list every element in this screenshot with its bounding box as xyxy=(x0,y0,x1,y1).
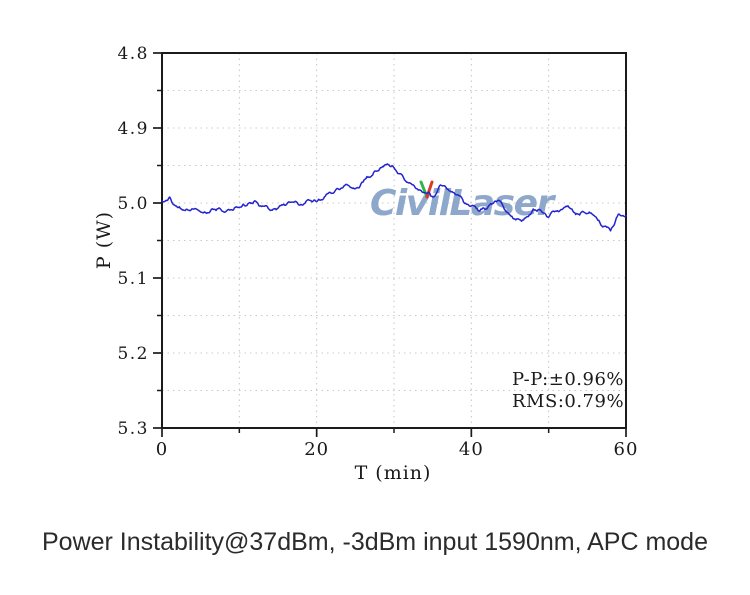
y-tick-label: 4.8 xyxy=(117,44,149,64)
power-stability-chart: 5.3 5.2 5.1 5.0 4.9 4.8 0 20 40 60 CivilLaser P (… xyxy=(93,44,639,484)
x-axis-title: T (min) xyxy=(355,462,432,484)
check-green-stroke xyxy=(419,180,429,199)
x-tick-label: 40 xyxy=(459,439,484,460)
x-tick-label: 60 xyxy=(614,439,639,460)
check-red-stroke xyxy=(425,180,434,199)
plot-frame xyxy=(161,52,627,429)
annotation-pp: P-P:±0.96% xyxy=(512,369,624,390)
power-series-line xyxy=(161,163,627,232)
figure-caption: Power Instability@37dBm, -3dBm input 159… xyxy=(42,528,708,556)
y-axis-title: P (W) xyxy=(93,211,115,269)
axis-tick-labels: 5.3 5.2 5.1 5.0 4.9 4.8 0 20 40 60 xyxy=(117,44,639,460)
y-tick-label: 5.2 xyxy=(117,344,149,364)
y-tick-label: 4.9 xyxy=(117,119,149,139)
annotation-rms: RMS:0.79% xyxy=(512,391,624,412)
x-tick-label: 20 xyxy=(304,439,329,460)
y-tick-label: 5.3 xyxy=(117,419,149,439)
x-tick-label: 0 xyxy=(156,439,168,460)
gridlines xyxy=(162,53,626,428)
watermark-check-icon xyxy=(419,180,434,199)
y-tick-label: 5.1 xyxy=(117,269,149,289)
y-tick-label: 5.0 xyxy=(117,194,149,214)
civillaser-watermark: CivilLaser xyxy=(370,183,556,224)
